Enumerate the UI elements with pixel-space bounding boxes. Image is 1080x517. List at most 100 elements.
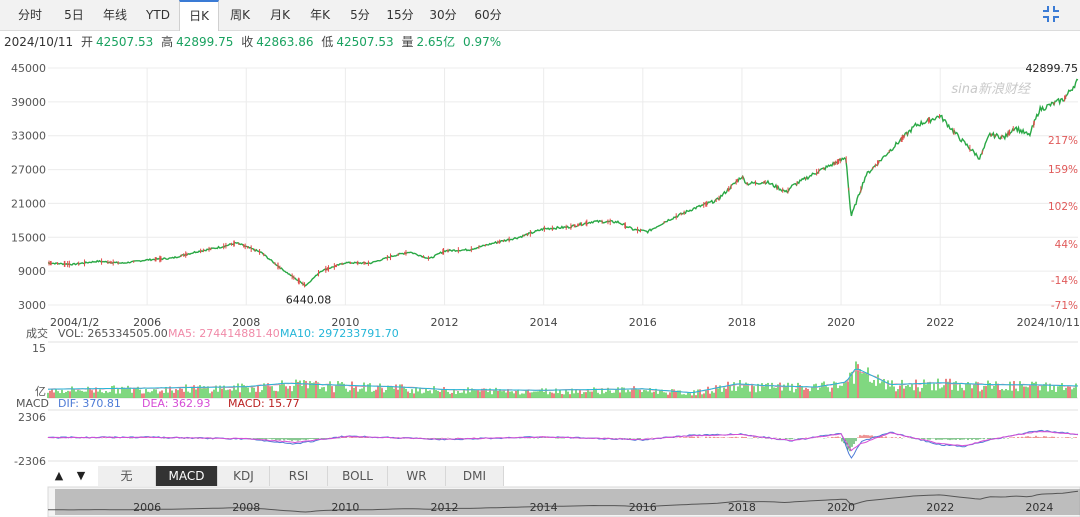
open-value: 42507.53 — [96, 35, 154, 49]
macd-y-tick-bottom: -2306 — [14, 455, 46, 468]
macd-value-label: MACD: 15.77 — [228, 397, 300, 410]
price-pct-tick: -71% — [1051, 300, 1078, 312]
change-percent: 0.97% — [463, 35, 502, 49]
price-x-tick: 2018 — [728, 316, 756, 329]
volume-unit-tick: 亿 — [35, 385, 46, 398]
scroll-up-arrow[interactable]: ▲ — [54, 469, 64, 482]
price-y-tick: 33000 — [11, 130, 46, 143]
volume-value: 2.65亿 — [416, 35, 456, 49]
tab-1[interactable]: 5日 — [64, 8, 84, 22]
navigator-year-label: 2020 — [827, 501, 855, 514]
macd-dea-line — [47, 430, 1079, 452]
navigator-selection — [55, 489, 1080, 515]
indicator-tab-5[interactable]: WR — [388, 466, 446, 486]
low-value: 42507.53 — [336, 35, 394, 49]
min-price-label: 6440.08 — [286, 294, 332, 307]
navigator-year-label: 2024 — [1025, 501, 1053, 514]
price-line — [47, 78, 1079, 287]
price-x-tick: 2008 — [232, 316, 260, 329]
indicator-tab-6[interactable]: DMI — [446, 466, 504, 486]
tab-9[interactable]: 15分 — [386, 8, 414, 22]
scroll-down-arrow[interactable]: ▼ — [76, 469, 86, 482]
close-label: 收 — [241, 35, 254, 49]
macd-dif-line — [47, 429, 1079, 459]
price-grid — [48, 67, 1078, 306]
navigator-year-label: 2016 — [629, 501, 657, 514]
navigator-line — [47, 490, 1079, 513]
price-y-tick: 21000 — [11, 197, 46, 210]
indicator-tab-1[interactable]: MACD — [156, 466, 218, 486]
price-x-tick: 2024/10/11 — [1017, 316, 1080, 329]
close-value: 42863.86 — [256, 35, 314, 49]
price-x-tick: 2004/1/2 — [50, 316, 99, 329]
volume-ma10-label: MA10: 297233791.70 — [280, 327, 399, 340]
navigator-year-label: 2014 — [530, 501, 558, 514]
price-pct-tick: 102% — [1048, 201, 1078, 213]
tab-10[interactable]: 30分 — [429, 8, 457, 22]
low-label: 低 — [321, 35, 334, 49]
indicator-tab-4[interactable]: BOLL — [328, 466, 388, 486]
volume-name: 成交 — [26, 326, 48, 340]
expand-icon[interactable] — [1042, 5, 1060, 23]
indicator-tab-3[interactable]: RSI — [270, 466, 328, 486]
volume-ma5-label: MA5: 274414881.40 — [168, 327, 280, 340]
macd-panel: MACD DIF: 370.81 DEA: 362.93 MACD: 15.77 230… — [14, 397, 1079, 468]
macd-name: MACD — [16, 397, 49, 410]
price-pct-tick: 44% — [1055, 239, 1078, 251]
price-pct-tick: 159% — [1048, 164, 1078, 176]
tab-0[interactable]: 分时 — [17, 8, 42, 22]
price-x-tick: 2020 — [827, 316, 855, 329]
high-value: 42899.75 — [176, 35, 234, 49]
quote-date: 2024/10/11 — [4, 35, 74, 49]
macd-dea-label: DEA: 362.93 — [142, 397, 210, 410]
volume-value-label: VOL: 265334505.00 — [58, 327, 168, 340]
tab-6[interactable]: 月K — [270, 8, 290, 22]
max-price-label: 42899.75 — [1026, 62, 1079, 75]
tab-3[interactable]: YTD — [146, 8, 170, 22]
price-pct-tick: -14% — [1051, 275, 1078, 287]
quote-bar: 2024/10/11 开 42507.53 高 42899.75 收 42863.86… — [4, 33, 505, 51]
tab-5[interactable]: 周K — [230, 8, 250, 22]
price-x-tick: 2014 — [530, 316, 558, 329]
tab-8[interactable]: 5分 — [350, 8, 370, 22]
open-label: 开 — [81, 35, 94, 49]
tab-2[interactable]: 年线 — [102, 8, 127, 22]
indicator-tabs: 无 MACD KDJ RSI BOLL WR DMI — [48, 466, 1080, 486]
price-series: 42899.75 6440.08 — [47, 62, 1079, 307]
watermark-logo: sina新浪财经 — [951, 81, 1032, 97]
volume-y-tick: 15 — [32, 342, 46, 355]
volume-label: 量 — [401, 35, 414, 49]
navigator[interactable]: 2006 2008 2010 2012 2014 2016 2018 2020 2022 2024 — [47, 486, 1080, 517]
volume-ma10-line — [47, 368, 1079, 393]
macd-dif-label: DIF: 370.81 — [58, 397, 121, 410]
price-x-tick: 2006 — [133, 316, 161, 329]
navigator-year-label: 2010 — [331, 501, 359, 514]
indicator-tab-2[interactable]: KDJ — [218, 466, 270, 486]
navigator-year-label: 2012 — [431, 501, 459, 514]
price-y-tick: 39000 — [11, 96, 46, 109]
stock-chart[interactable]: 45000 39000 33000 27000 21000 15000 9000 3000 21… — [0, 55, 1080, 517]
tab-11[interactable]: 60分 — [474, 8, 502, 22]
tab-4[interactable]: 日K — [179, 0, 219, 31]
navigator-year-label: 2018 — [728, 501, 756, 514]
price-axis: 45000 39000 33000 27000 21000 15000 9000 3000 21… — [11, 62, 1080, 329]
price-y-tick: 15000 — [11, 231, 46, 244]
price-y-tick: 9000 — [18, 265, 46, 278]
navigator-year-label: 2008 — [232, 501, 260, 514]
price-x-tick: 2022 — [926, 316, 954, 329]
price-x-tick: 2010 — [331, 316, 359, 329]
volume-panel: 成交 VOL: 265334505.00 MA5: 274414881.40 MA10… — [26, 326, 1079, 399]
high-label: 高 — [161, 35, 174, 49]
price-x-tick: 2016 — [629, 316, 657, 329]
period-tabs: 分时 5日 年线 YTD 日K 周K 月K 年K 5分 15分 30分 60分 — [0, 0, 1080, 31]
navigator-year-label: 2022 — [926, 501, 954, 514]
navigator-year-label: 2006 — [133, 501, 161, 514]
macd-y-tick-top: 2306 — [18, 411, 46, 424]
price-y-tick: 27000 — [11, 164, 46, 177]
price-y-tick: 45000 — [11, 62, 46, 75]
price-y-tick: 3000 — [18, 299, 46, 312]
price-pct-tick: 217% — [1048, 135, 1078, 147]
price-x-tick: 2012 — [431, 316, 459, 329]
indicator-tab-0[interactable]: 无 — [98, 466, 156, 486]
tab-7[interactable]: 年K — [310, 8, 330, 22]
